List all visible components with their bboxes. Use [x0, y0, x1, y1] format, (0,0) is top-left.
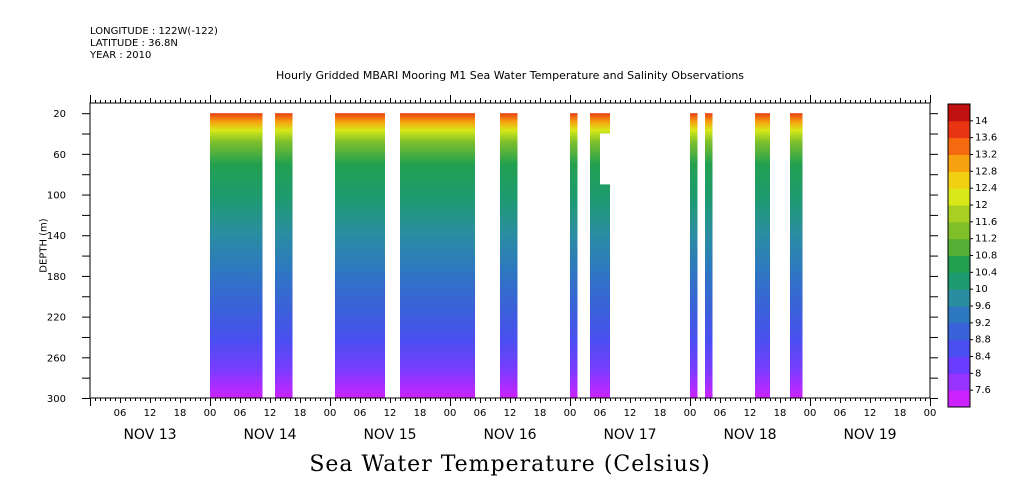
x-tick-label: 18	[414, 408, 427, 419]
x-tick-label: 18	[654, 408, 667, 419]
x-tick-label: 00	[684, 408, 697, 419]
x-tick-label: 06	[354, 408, 367, 419]
colorbar-label: 13.2	[975, 150, 997, 161]
colorbar-label: 12	[975, 200, 988, 211]
colorbar-swatch	[948, 272, 970, 290]
x-tick-label: 00	[444, 408, 457, 419]
day-label: NOV 14	[243, 427, 296, 443]
colorbar-swatch	[948, 154, 970, 172]
x-axis-title: Sea Water Temperature (Celsius)	[309, 452, 711, 477]
data-column	[705, 113, 713, 398]
data-column	[335, 113, 385, 398]
x-tick-label: 06	[834, 408, 847, 419]
day-label: NOV 17	[603, 427, 656, 443]
x-tick-label: 00	[324, 408, 337, 419]
data-column	[570, 113, 578, 398]
colorbar-swatch	[948, 188, 970, 206]
colorbar-swatch	[948, 120, 970, 139]
colorbar-swatch	[948, 322, 970, 341]
colorbar-label: 7.6	[975, 385, 991, 396]
x-tick-label: 18	[174, 408, 187, 419]
data-gap	[600, 133, 610, 185]
x-tick-label: 00	[564, 408, 577, 419]
colorbar-label: 14	[975, 116, 988, 127]
y-tick-label: 220	[47, 313, 66, 324]
colorbar-swatch	[948, 205, 970, 223]
colorbar-label: 10.4	[975, 267, 997, 278]
colorbar-label: 13.6	[975, 133, 997, 144]
x-tick-label: 00	[924, 408, 937, 419]
colorbar-label: 12.4	[975, 183, 997, 194]
day-label: NOV 16	[483, 427, 536, 443]
data-column	[275, 113, 293, 398]
colorbar-label: 12.8	[975, 166, 997, 177]
colorbar-swatch	[948, 390, 970, 408]
data-column	[400, 113, 475, 398]
x-tick-label: 12	[744, 408, 757, 419]
colorbar-swatch	[948, 289, 970, 307]
x-tick-label: 12	[504, 408, 517, 419]
y-tick-label: 300	[47, 394, 66, 405]
x-tick-label: 12	[264, 408, 277, 419]
y-tick-label: 20	[53, 109, 66, 120]
colorbar-swatch	[948, 373, 970, 391]
x-tick-label: 12	[624, 408, 637, 419]
y-tick-label: 60	[53, 150, 66, 161]
data-column	[500, 113, 518, 398]
colorbar-swatch	[948, 238, 970, 256]
colorbar-label: 9.6	[975, 301, 991, 312]
colorbar-label: 11.2	[975, 234, 997, 245]
meta-year: YEAR : 2010	[90, 50, 152, 61]
colorbar-swatch	[948, 339, 970, 357]
data-column	[790, 113, 803, 398]
colorbar-label: 9.2	[975, 318, 991, 329]
x-tick-label: 18	[294, 408, 307, 419]
colorbar-label: 10	[975, 284, 988, 295]
x-tick-label: 18	[774, 408, 787, 419]
x-tick-label: 12	[384, 408, 397, 419]
colorbar-swatch	[948, 255, 970, 273]
y-tick-label: 140	[47, 231, 66, 242]
colorbar-swatch	[948, 356, 970, 374]
x-tick-label: 06	[114, 408, 127, 419]
day-label: NOV 19	[843, 427, 896, 443]
data-column	[690, 113, 698, 398]
colorbar-swatch	[948, 221, 970, 240]
colorbar-swatch	[948, 104, 970, 122]
day-label: NOV 15	[363, 427, 416, 443]
x-tick-label: 00	[204, 408, 217, 419]
y-axis-label: DEPTH (m)	[38, 218, 50, 273]
data-column	[210, 113, 263, 398]
colorbar-swatch	[948, 306, 970, 324]
colorbar-label: 8	[975, 368, 981, 379]
x-tick-label: 12	[864, 408, 877, 419]
colorbar-swatch	[948, 171, 970, 189]
colorbar-label: 10.8	[975, 251, 997, 262]
x-tick-label: 06	[594, 408, 607, 419]
y-tick-label: 100	[47, 191, 66, 202]
x-tick-label: 00	[804, 408, 817, 419]
colorbar-swatch	[948, 137, 970, 155]
chart-title: Hourly Gridded MBARI Mooring M1 Sea Wate…	[275, 69, 745, 82]
meta-longitude: LONGITUDE : 122W(-122)	[90, 26, 218, 37]
x-tick-label: 06	[714, 408, 727, 419]
day-label: NOV 13	[123, 427, 176, 443]
y-tick-label: 180	[47, 272, 66, 283]
x-tick-label: 12	[144, 408, 157, 419]
x-tick-label: 18	[534, 408, 547, 419]
colorbar-label: 8.4	[975, 352, 991, 363]
meta-latitude: LATITUDE : 36.8N	[90, 38, 178, 49]
colorbar-label: 11.6	[975, 217, 997, 228]
day-label: NOV 18	[723, 427, 776, 443]
x-tick-label: 18	[894, 408, 907, 419]
x-tick-label: 06	[234, 408, 247, 419]
colorbar-label: 8.8	[975, 335, 991, 346]
x-tick-label: 06	[474, 408, 487, 419]
y-tick-label: 260	[47, 353, 66, 364]
data-column	[755, 113, 770, 398]
